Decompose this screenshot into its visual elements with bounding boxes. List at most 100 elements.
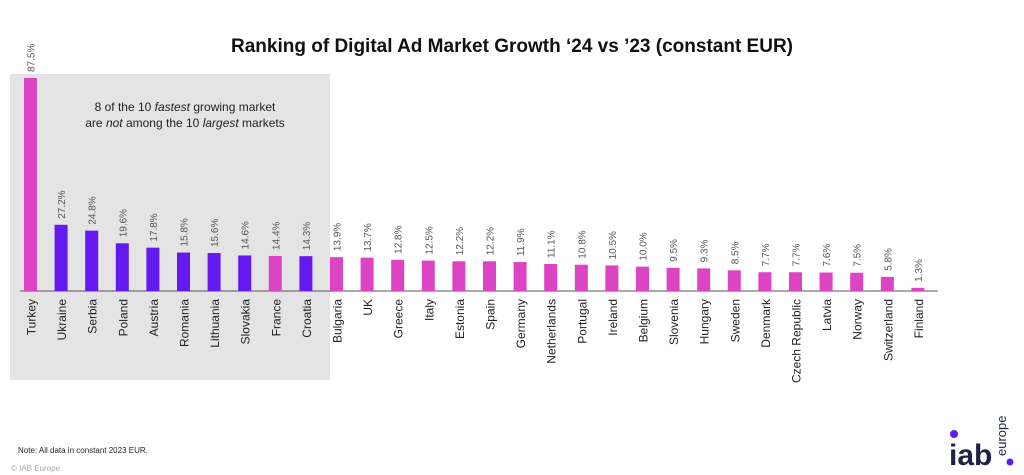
category-label: Romania [178,299,192,347]
bar-greece [391,259,405,291]
bar-hungary [697,268,711,291]
data-label: 17.8% [149,213,160,241]
category-label: Slovenia [667,299,681,345]
bar-denmark [758,272,772,291]
bar-czech-republic [789,272,802,291]
data-label: 12.2% [455,227,466,255]
bar-turkey [24,78,37,291]
category-label: Switzerland [881,299,895,361]
category-label: Turkey [25,299,39,335]
category-label: Bulgaria [331,299,345,343]
bar-croatia [299,256,313,291]
bar-finland [911,287,925,291]
category-label: Greece [392,299,406,339]
category-label: Italy [422,299,436,321]
data-label: 15.8% [180,218,191,246]
data-label: 10.0% [639,232,650,260]
bar-slovakia [238,255,252,291]
category-label: Spain [484,299,498,330]
bar-netherlands [544,263,558,291]
footnote: Note: All data in constant 2023 EUR. [18,446,148,455]
data-label: 12.5% [424,226,435,254]
data-label: 14.4% [271,221,282,249]
data-label: 12.8% [394,225,405,253]
category-label: Portugal [575,299,589,344]
bar-serbia [85,230,99,291]
category-label: Netherlands [545,299,559,364]
data-label: 1.3% [914,259,925,282]
data-label: 7.5% [853,244,864,267]
category-label: Ireland [606,299,620,336]
data-label: 9.5% [669,239,680,262]
data-label: 19.6% [118,209,129,237]
bar-romania [177,252,190,291]
bar-spain [483,261,496,291]
category-label: Belgium [637,299,651,342]
category-label: Serbia [86,299,100,334]
data-label: 11.1% [547,230,558,258]
logo-dot-i [950,430,958,438]
bar-lithuania [207,253,221,291]
category-label: Finland [912,299,926,338]
bar-ukraine [54,224,68,291]
category-label: Denmark [759,298,773,348]
logo-dot-europe [1006,458,1014,466]
iab-europe-logo: iab europe [949,416,1014,470]
copyright: © IAB Europe [11,464,61,473]
bar-france [268,255,282,291]
logo-main-text: iab [949,439,992,470]
category-label: Ukraine [55,299,69,341]
bar-estonia [452,261,466,291]
category-label: Hungary [698,299,712,344]
chart-annotation: 8 of the 10 fastest growing market are n… [60,99,310,131]
data-label: 15.6% [210,219,221,247]
category-label: Germany [514,299,528,348]
bar-belgium [636,266,649,291]
category-label: Poland [116,299,130,336]
data-label: 9.3% [700,239,711,262]
category-label: Lithuania [208,299,222,348]
logo-sub-text: europe [994,416,1009,456]
data-label: 7.7% [761,243,772,266]
category-label: Czech Republic [790,299,804,383]
category-label: Slovakia [239,299,253,345]
chart-title: Ranking of Digital Ad Market Growth ‘24 … [231,36,793,57]
data-label: 14.3% [302,222,313,250]
category-label: Croatia [300,299,314,338]
annotation-line-1: 8 of the 10 fastest growing market [94,100,276,114]
bar-austria [146,247,160,291]
bar-uk [360,257,374,291]
data-label: 13.7% [363,223,374,251]
category-label: Estonia [453,299,467,339]
bar-portugal [574,264,588,291]
data-label: 11.9% [516,228,527,256]
annotation-line-2: are not among the 10 largest markets [85,116,285,130]
data-label: 7.6% [822,244,833,267]
bar-ireland [605,265,619,291]
data-label: 8.5% [730,241,741,264]
data-label: 10.8% [577,230,588,258]
data-label: 87.5% [27,44,38,72]
bar-switzerland [880,276,894,291]
bar-poland [115,243,129,291]
data-label: 24.8% [88,196,99,224]
bar-norway [850,272,864,291]
data-label: 27.2% [57,190,68,218]
data-label: 5.8% [883,248,894,271]
category-label: Austria [147,299,161,337]
data-label: 14.6% [241,221,252,249]
bar-latvia [819,272,833,291]
category-label: Sweden [728,299,742,342]
data-label: 7.7% [792,243,803,266]
category-label: Norway [851,299,865,340]
data-label: 12.2% [486,227,497,255]
category-label: France [269,299,283,337]
data-label: 13.9% [333,223,344,251]
category-label: Latvia [820,299,834,331]
category-label: UK [361,299,375,316]
bar-italy [421,260,435,291]
bar-bulgaria [330,257,343,291]
bar-sweden [727,270,741,291]
bar-slovenia [666,267,680,291]
